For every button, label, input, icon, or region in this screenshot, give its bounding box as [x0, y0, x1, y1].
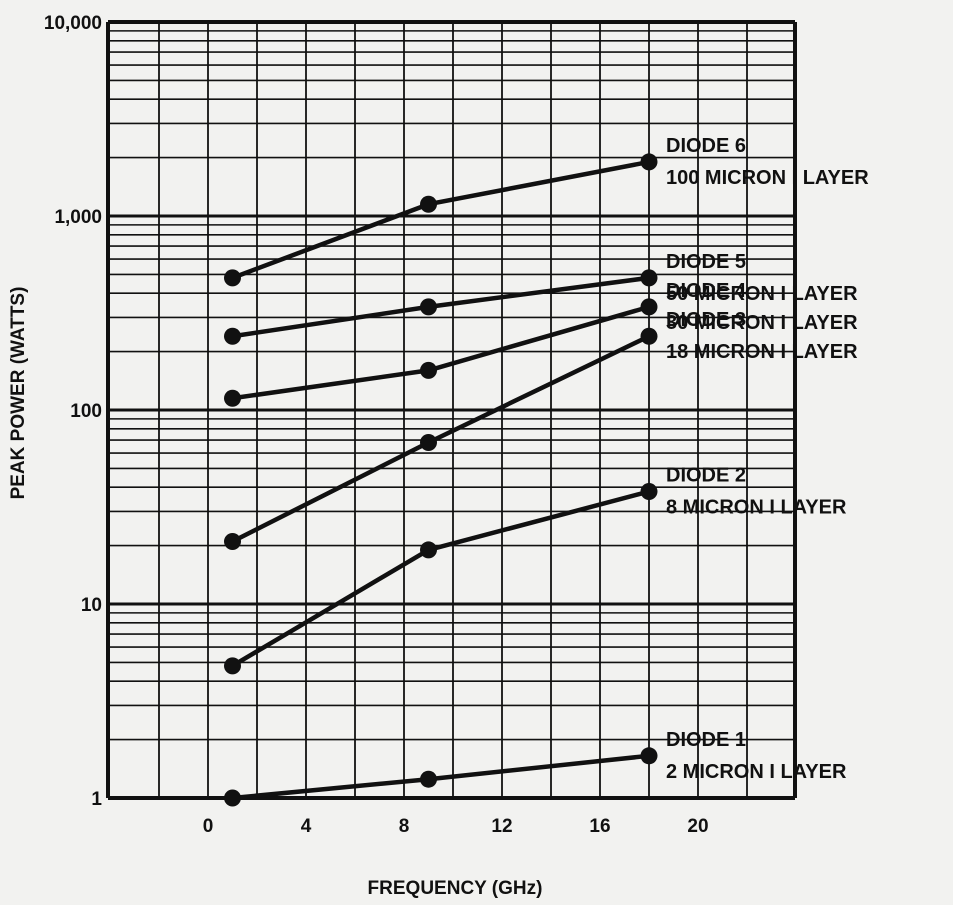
data-point: [224, 327, 241, 345]
data-point: [420, 298, 437, 316]
series-line: [230, 304, 652, 401]
data-point: [420, 433, 437, 451]
y-tick-label: 100: [70, 401, 102, 422]
x-tick-label: 8: [399, 816, 410, 837]
series-name-label: DIODE 5: [666, 251, 746, 273]
series-name-label: DIODE 3: [666, 309, 746, 331]
data-point: [420, 541, 437, 559]
series-lines: [230, 159, 652, 801]
data-point: [640, 269, 658, 287]
series-sublabel: 8 MICRON I LAYER: [666, 497, 847, 519]
minor-gridlines: [108, 22, 795, 798]
data-point: [640, 747, 658, 765]
data-point: [420, 361, 437, 379]
y-tick-labels: 1 10 100 1,000 10,000: [44, 13, 103, 810]
series-name-label: DIODE 6: [666, 135, 746, 157]
data-point: [224, 389, 241, 407]
data-point: [224, 789, 241, 807]
series-line: [230, 753, 652, 801]
series-sublabel: 18 MICRON I LAYER: [666, 341, 858, 363]
x-tick-label: 4: [301, 816, 312, 837]
y-tick-label: 1: [91, 789, 102, 810]
series-name-label: DIODE 2: [666, 465, 746, 487]
y-tick-label: 10: [81, 595, 102, 616]
x-tick-labels: 0 4 8 12 16 20: [203, 816, 709, 837]
x-tick-label: 20: [687, 816, 708, 837]
data-points: [224, 153, 658, 807]
series-line: [230, 489, 652, 669]
series-name-label: DIODE 4: [666, 280, 747, 302]
series-name-label: DIODE 1: [666, 729, 746, 751]
data-point: [420, 770, 437, 788]
y-tick-label: 1,000: [54, 207, 102, 228]
y-tick-label: 10,000: [44, 13, 102, 34]
series-line: [230, 159, 652, 281]
axes: [106, 20, 797, 800]
data-point: [640, 483, 658, 501]
series-sublabel: 50 MICRON I LAYER: [666, 283, 858, 305]
x-axis-label: FREQUENCY (GHz): [368, 878, 543, 899]
x-tick-label: 16: [589, 816, 610, 837]
series-sublabel: 30 MICRON I LAYER: [666, 312, 858, 334]
data-point: [224, 269, 241, 287]
y-axis-label: PEAK POWER (WATTS): [8, 287, 29, 500]
data-point: [640, 327, 658, 345]
series-sublabel: 2 MICRON I LAYER: [666, 761, 847, 783]
x-tick-label: 12: [491, 816, 512, 837]
data-point: [224, 657, 241, 675]
series-labels: DIODE 6 100 MICRON I LAYER DIODE 5 50 MICRO…: [666, 135, 869, 783]
data-point: [640, 153, 658, 171]
series-sublabel: 100 MICRON I LAYER: [666, 167, 869, 189]
series-line: [230, 275, 652, 339]
data-point: [224, 532, 241, 550]
data-point: [640, 298, 658, 316]
data-point: [420, 195, 437, 213]
x-tick-label: 0: [203, 816, 214, 837]
